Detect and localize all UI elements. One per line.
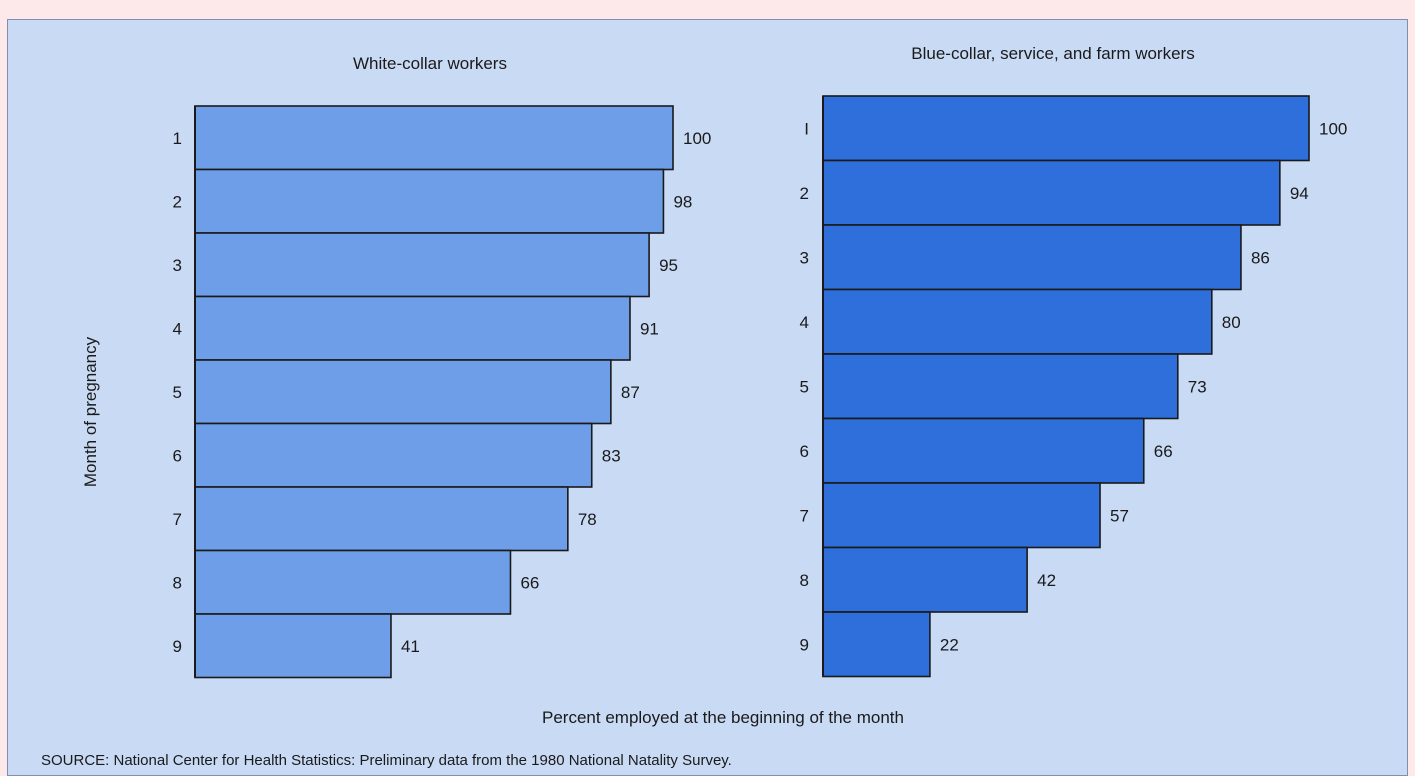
white-collar-month-label-9: 9 — [173, 637, 182, 656]
white-collar-bar-7 — [194, 486, 569, 552]
blue-collar-bar-6 — [822, 417, 1145, 484]
white-collar-month-label-6: 6 — [173, 446, 182, 465]
blue-collar-month-label-8: 8 — [800, 571, 809, 590]
blue-collar-bar-9 — [822, 611, 931, 678]
white-collar-value-label-7: 78 — [578, 510, 597, 529]
white-collar-month-label-5: 5 — [173, 383, 182, 402]
white-collar-value-label-3: 95 — [659, 256, 678, 275]
white-collar-month-label-1: 1 — [173, 129, 182, 148]
blue-collar-month-label-9: 9 — [800, 635, 809, 654]
blue-collar-panel: Blue-collar, service, and farm workers I 1… — [800, 44, 1347, 678]
white-collar-bar-6 — [194, 422, 593, 488]
blue-collar-month-label-3: 3 — [800, 248, 809, 267]
blue-collar-bar-7 — [822, 482, 1101, 549]
blue-collar-value-label-9: 22 — [940, 635, 959, 654]
blue-collar-bar-8 — [822, 546, 1028, 613]
white-collar-month-label-8: 8 — [173, 573, 182, 592]
x-axis-title: Percent employed at the beginning of the… — [542, 708, 904, 727]
white-collar-bar-3 — [194, 232, 650, 298]
blue-collar-bar-1 — [822, 95, 1310, 162]
white-collar-month-label-7: 7 — [173, 510, 182, 529]
white-collar-bar-4 — [194, 295, 631, 361]
blue-collar-month-label-1: I — [804, 119, 809, 138]
white-collar-value-label-1: 100 — [683, 129, 711, 148]
white-collar-bar-5 — [194, 359, 612, 425]
blue-collar-value-label-4: 80 — [1222, 313, 1241, 332]
white-collar-value-label-8: 66 — [520, 573, 539, 592]
white-collar-bar-1 — [194, 105, 674, 171]
white-collar-value-label-2: 98 — [673, 192, 692, 211]
blue-collar-value-label-6: 66 — [1154, 442, 1173, 461]
white-collar-value-label-4: 91 — [640, 319, 659, 338]
blue-collar-bar-5 — [822, 353, 1179, 420]
blue-collar-bar-4 — [822, 288, 1213, 355]
white-collar-month-label-3: 3 — [173, 256, 182, 275]
blue-collar-value-label-2: 94 — [1290, 184, 1309, 203]
blue-collar-panel-title: Blue-collar, service, and farm workers — [911, 44, 1194, 63]
white-collar-month-label-2: 2 — [173, 192, 182, 211]
chart-figure: White-collar workers 1 100 2 98 3 95 4 91 5 87 6 83 7… — [7, 19, 1408, 776]
blue-collar-bar-2 — [822, 159, 1281, 226]
white-collar-value-label-9: 41 — [401, 637, 420, 656]
blue-collar-month-label-2: 2 — [800, 184, 809, 203]
white-collar-panel-title: White-collar workers — [353, 54, 507, 73]
blue-collar-value-label-8: 42 — [1037, 571, 1056, 590]
white-collar-month-label-4: 4 — [173, 319, 182, 338]
blue-collar-month-label-7: 7 — [800, 506, 809, 525]
source-note: SOURCE: National Center for Health Stati… — [41, 752, 732, 769]
blue-collar-value-label-7: 57 — [1110, 506, 1129, 525]
blue-collar-value-label-3: 86 — [1251, 248, 1270, 267]
white-collar-bar-9 — [194, 613, 392, 679]
white-collar-bar-2 — [194, 168, 665, 234]
blue-collar-bar-3 — [822, 224, 1242, 291]
white-collar-value-label-6: 83 — [602, 446, 621, 465]
blue-collar-value-label-5: 73 — [1188, 377, 1207, 396]
blue-collar-month-label-5: 5 — [800, 377, 809, 396]
blue-collar-value-label-1: 100 — [1319, 119, 1347, 138]
white-collar-value-label-5: 87 — [621, 383, 640, 402]
y-axis-title: Month of pregnancy — [81, 336, 100, 487]
blue-collar-month-label-6: 6 — [800, 442, 809, 461]
blue-collar-month-label-4: 4 — [800, 313, 809, 332]
white-collar-bar-8 — [194, 549, 512, 615]
